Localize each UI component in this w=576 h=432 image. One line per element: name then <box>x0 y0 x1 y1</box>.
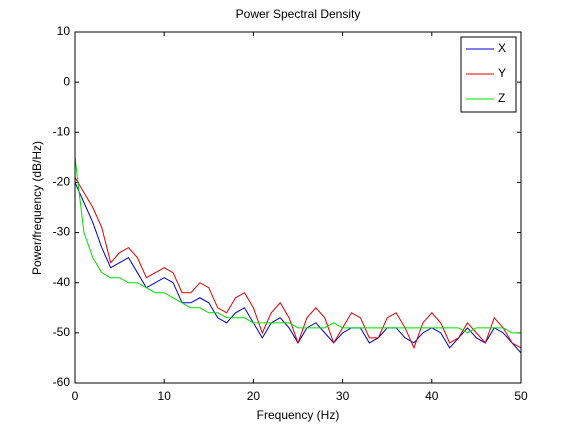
axes-box <box>74 31 522 384</box>
legend-label: X <box>498 41 506 55</box>
y-tick-label: 0 <box>63 74 70 88</box>
x-tick-label: 50 <box>514 389 528 403</box>
y-tick-label: 10 <box>57 24 71 38</box>
y-tick-label: -40 <box>53 275 71 289</box>
x-tick-label: 10 <box>158 389 172 403</box>
legend-label: Y <box>498 66 506 80</box>
y-tick-label: -60 <box>53 375 71 389</box>
y-axis-label: Power/frequency (dB/Hz) <box>30 141 44 275</box>
legend-label: Z <box>498 91 505 105</box>
x-axis-label: Frequency (Hz) <box>257 408 340 422</box>
legend: XYZ <box>460 36 517 113</box>
x-tick-label: 40 <box>425 389 439 403</box>
series-line <box>74 177 522 350</box>
y-tick-label: -50 <box>53 325 71 339</box>
chart-title: Power Spectral Density <box>236 7 361 21</box>
y-tick-label: -30 <box>53 225 71 239</box>
y-tick-label: -10 <box>53 124 71 138</box>
y-tick-label: -20 <box>53 175 71 189</box>
series-line <box>74 157 521 334</box>
x-tick-label: 0 <box>72 389 79 403</box>
x-tick-label: 20 <box>247 389 261 403</box>
x-tick-label: 30 <box>336 389 350 403</box>
